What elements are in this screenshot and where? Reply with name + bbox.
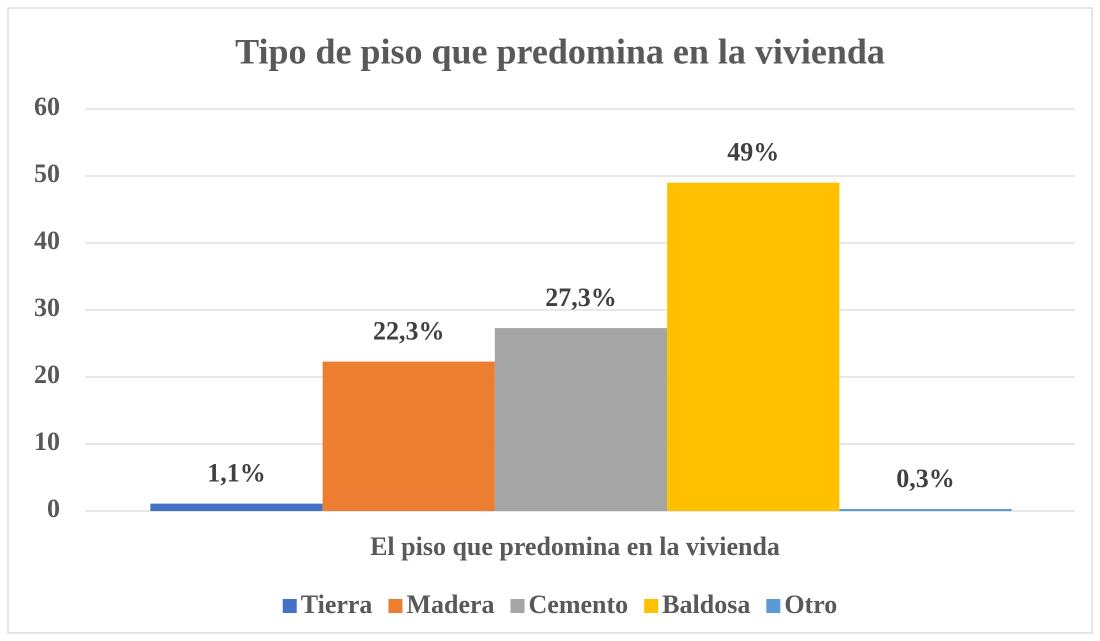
legend-swatch xyxy=(388,599,403,613)
bar xyxy=(667,182,840,511)
bar xyxy=(322,361,495,511)
chart-title: Tipo de piso que predomina en la viviend… xyxy=(235,31,885,71)
bar xyxy=(150,503,323,511)
data-label: 22,3% xyxy=(373,317,445,346)
y-tick-label: 30 xyxy=(34,293,60,322)
x-axis-label: El piso que predomina en la vivienda xyxy=(370,532,780,561)
y-tick-label: 50 xyxy=(34,159,60,188)
y-tick-label: 10 xyxy=(34,427,60,456)
legend-swatch xyxy=(510,599,525,613)
legend-label: Cemento xyxy=(529,590,629,619)
bar xyxy=(839,508,1012,511)
legend-label: Madera xyxy=(406,590,494,619)
legend-swatch xyxy=(644,599,659,613)
chart-border xyxy=(7,7,1093,634)
y-tick-label: 0 xyxy=(47,494,60,523)
data-label: 27,3% xyxy=(545,283,617,312)
legend-swatch xyxy=(282,599,297,613)
y-tick-label: 40 xyxy=(34,226,60,255)
data-label: 49% xyxy=(727,138,779,167)
legend-label: Otro xyxy=(784,590,837,619)
data-label: 1,1% xyxy=(207,459,266,488)
y-tick-label: 20 xyxy=(34,360,60,389)
legend-label: Tierra xyxy=(301,590,373,619)
legend-swatch xyxy=(766,599,781,613)
bar xyxy=(494,328,668,511)
legend-label: Baldosa xyxy=(662,590,750,619)
data-label: 0,3% xyxy=(896,464,955,493)
y-tick-label: 60 xyxy=(34,92,60,121)
